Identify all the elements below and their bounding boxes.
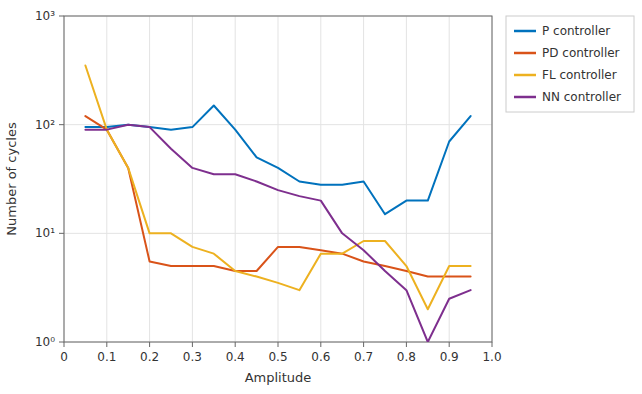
grid xyxy=(64,16,492,342)
x-grid-line xyxy=(449,16,450,342)
x-axis-label: Amplitude xyxy=(245,370,312,385)
legend-label: FL controller xyxy=(542,68,617,82)
legend-label: NN controller xyxy=(542,90,621,104)
y-tick xyxy=(59,16,64,17)
x-tick xyxy=(363,342,364,347)
x-grid-line xyxy=(149,16,150,342)
series-line xyxy=(85,106,470,215)
data-lines xyxy=(85,66,470,342)
series-line xyxy=(85,66,470,310)
series-line xyxy=(85,125,470,342)
y-tick xyxy=(59,124,64,125)
x-tick-label: 0.1 xyxy=(97,350,116,364)
y-tick xyxy=(59,233,64,234)
x-tick xyxy=(106,342,107,347)
x-tick xyxy=(149,342,150,347)
x-tick xyxy=(320,342,321,347)
x-tick xyxy=(278,342,279,347)
legend-swatch xyxy=(514,74,536,77)
x-tick-label: 0.9 xyxy=(440,350,459,364)
legend-swatch xyxy=(514,96,536,99)
x-tick xyxy=(64,342,65,347)
x-tick xyxy=(235,342,236,347)
x-grid-line xyxy=(278,16,279,342)
y-axis-label: Number of cycles xyxy=(4,122,19,236)
x-tick-label: 0.5 xyxy=(268,350,287,364)
legend-swatch xyxy=(514,52,536,55)
chart-container: 0 0.1 0.2 0.3 0.4 0.5 0.6 0.7 0.8 0.9 1.0 10⁰ 10¹ 10²… xyxy=(0,0,642,394)
x-grid-line xyxy=(106,16,107,342)
chart-svg: 0 0.1 0.2 0.3 0.4 0.5 0.6 0.7 0.8 0.9 1.0 10⁰ 10¹ 10²… xyxy=(0,0,642,394)
legend-label: PD controller xyxy=(542,46,620,60)
x-grid-line xyxy=(235,16,236,342)
y-tick-label: 10³ xyxy=(35,9,55,23)
axes: 0 0.1 0.2 0.3 0.4 0.5 0.6 0.7 0.8 0.9 1.0 10⁰ 10¹ 10²… xyxy=(35,9,502,364)
x-tick-label: 0.8 xyxy=(397,350,416,364)
x-tick-label: 0 xyxy=(60,350,68,364)
x-tick xyxy=(492,342,493,347)
x-tick-label: 0.3 xyxy=(183,350,202,364)
legend-swatch xyxy=(514,30,536,33)
y-tick-label: 10² xyxy=(35,118,55,132)
plot-frame xyxy=(64,16,492,342)
series-line xyxy=(85,116,470,277)
x-tick-label: 0.7 xyxy=(354,350,373,364)
legend: P controller PD controller FL controller NN… xyxy=(506,16,634,112)
x-tick-label: 0.6 xyxy=(311,350,330,364)
y-tick-label: 10⁰ xyxy=(35,335,55,349)
legend-label: P controller xyxy=(542,24,610,38)
y-tick xyxy=(59,342,64,343)
x-tick xyxy=(449,342,450,347)
plot-background xyxy=(64,16,492,342)
x-tick-label: 1.0 xyxy=(482,350,501,364)
x-tick xyxy=(192,342,193,347)
legend-box xyxy=(506,16,634,112)
y-tick-label: 10¹ xyxy=(35,226,55,240)
x-tick-label: 0.4 xyxy=(226,350,245,364)
x-tick-label: 0.2 xyxy=(140,350,159,364)
y-grid-line xyxy=(64,233,492,234)
x-grid-line xyxy=(320,16,321,342)
x-grid-line xyxy=(192,16,193,342)
x-tick xyxy=(406,342,407,347)
x-grid-line xyxy=(363,16,364,342)
